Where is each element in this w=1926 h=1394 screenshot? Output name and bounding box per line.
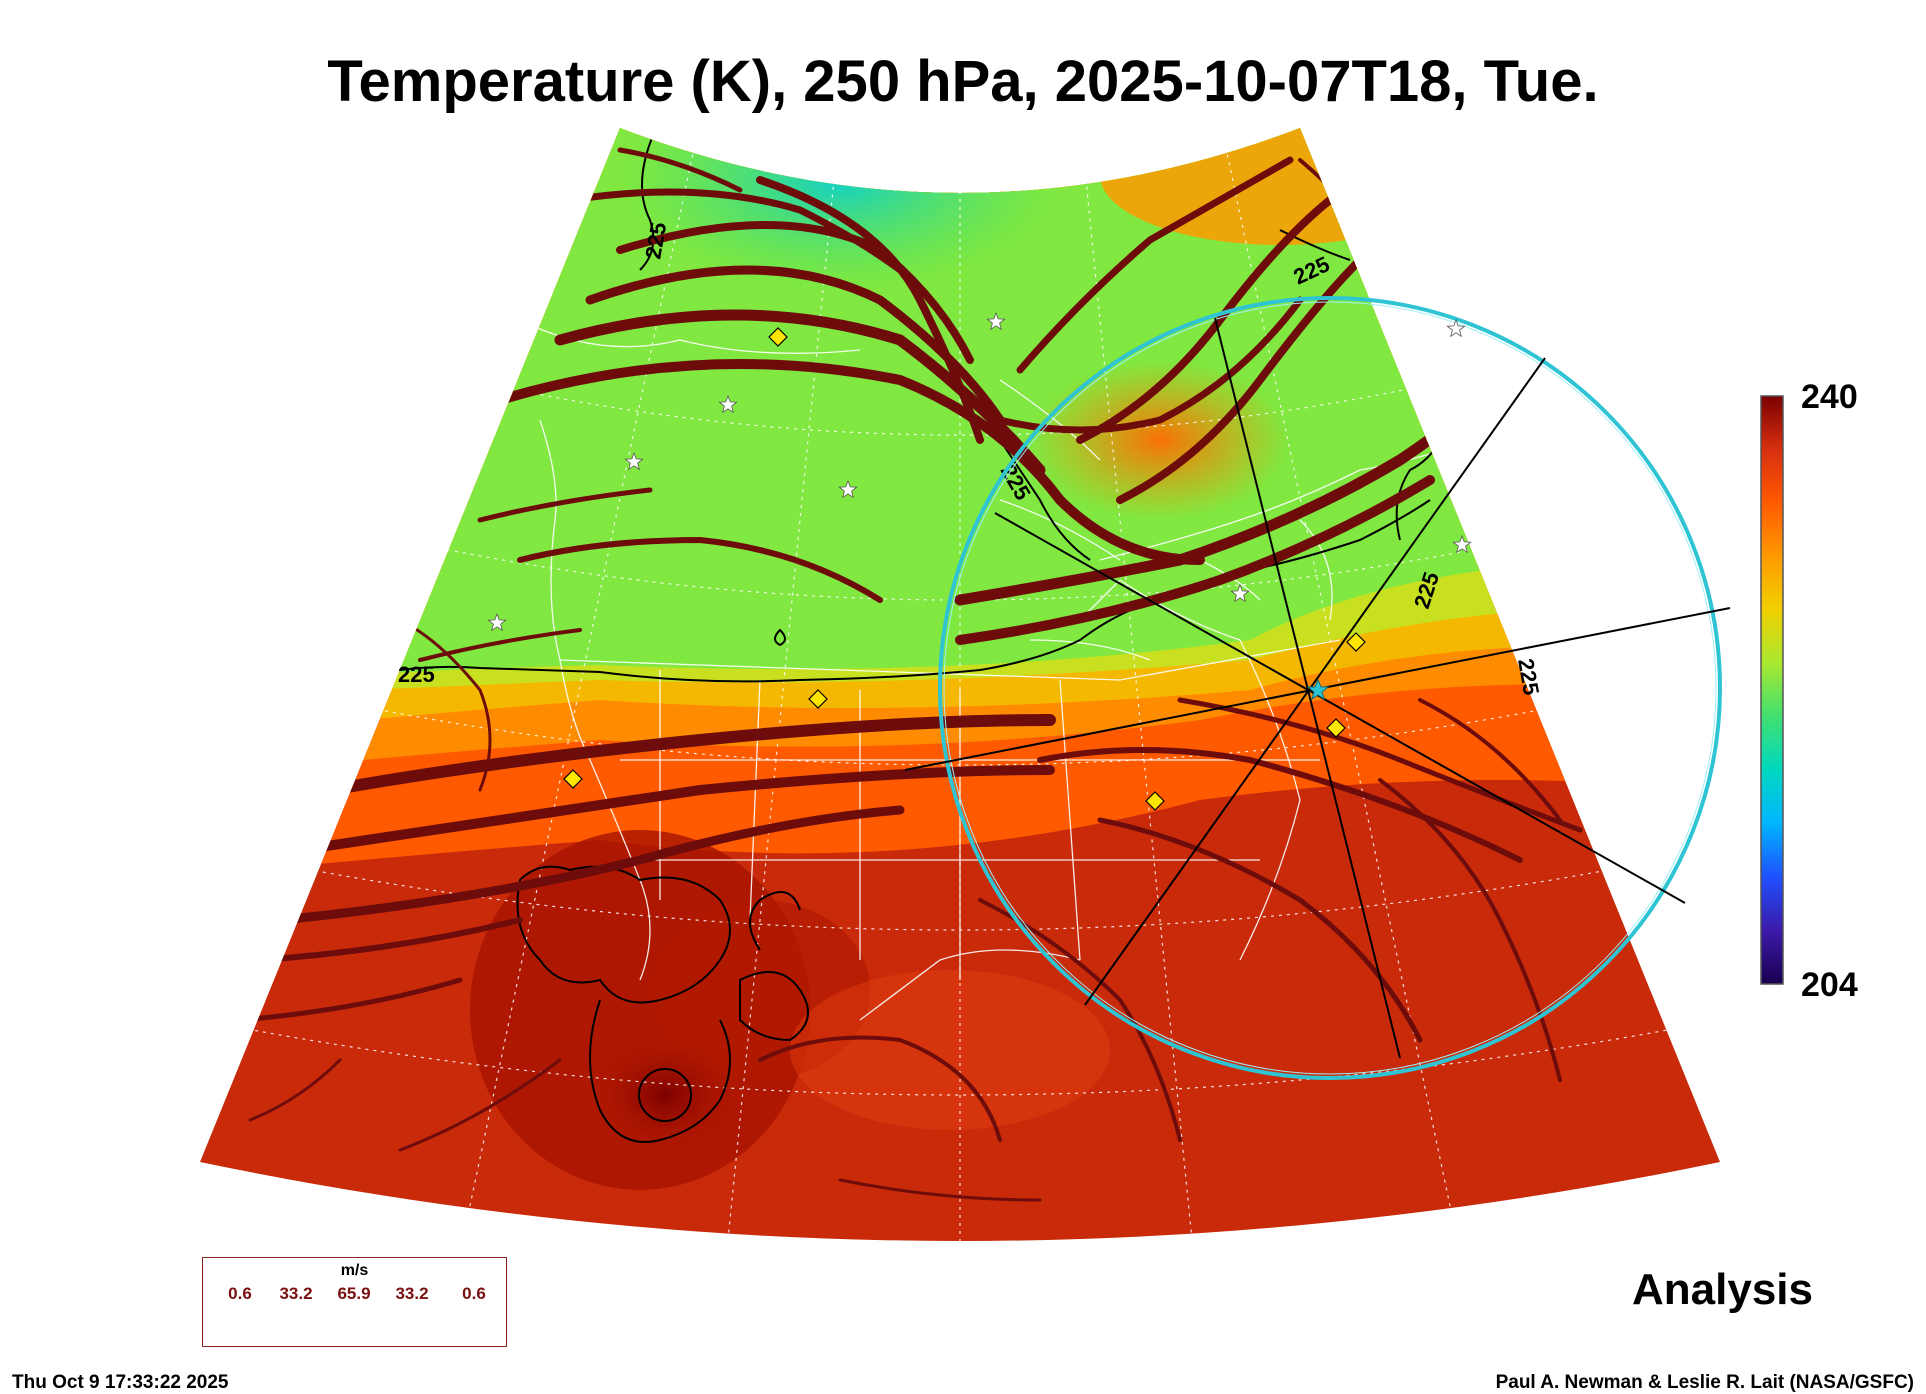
wind-legend-value: 0.6	[462, 1284, 486, 1303]
station-star-icon	[487, 612, 507, 632]
streamline	[1097, 817, 1423, 1043]
center-star-marker	[1306, 678, 1330, 701]
streamline	[1016, 156, 1294, 374]
streamline	[756, 176, 984, 444]
station-star-icon	[838, 479, 858, 499]
range-circle	[938, 296, 1722, 1080]
station-diamond-icon	[1326, 718, 1346, 738]
wind-legend-value: 0.6	[228, 1284, 252, 1303]
station-diamond-icon	[1346, 632, 1366, 652]
contour-label-group: 225 225 225 225 225 225	[398, 220, 1544, 697]
range-circle-inner	[943, 301, 1717, 1075]
station-markers	[487, 311, 1472, 811]
timestamp: Thu Oct 9 17:33:22 2025	[12, 1372, 229, 1393]
streamline	[275, 805, 905, 925]
streamline	[248, 1058, 342, 1122]
station-diamond-icon	[768, 327, 788, 347]
streamline	[495, 359, 1205, 565]
wind-legend-units: m/s	[340, 1262, 369, 1279]
station-star-icon	[1446, 318, 1466, 338]
streamline	[398, 1058, 562, 1152]
streamline	[517, 536, 883, 603]
station-diamond-icon	[563, 769, 583, 789]
trajectory-overlay	[904, 296, 1731, 1080]
streamline	[758, 1035, 1002, 1142]
streamline	[518, 158, 582, 202]
streamline	[1116, 256, 1364, 504]
streamline	[477, 487, 653, 523]
station-star-icon	[718, 394, 738, 414]
colorbar	[1760, 395, 1784, 985]
station-star-icon	[624, 451, 644, 471]
analysis-label: Analysis	[1632, 1265, 1813, 1314]
credit-line: Paul A. Newman & Leslie R. Lait (NASA/GS…	[1495, 1372, 1914, 1393]
wind-legend-value: 33.2	[395, 1284, 429, 1303]
streamline	[1378, 778, 1562, 1082]
streamline	[554, 309, 1046, 476]
station-star-icon	[1452, 534, 1472, 554]
streamline	[566, 188, 904, 274]
streamline	[1037, 747, 1523, 863]
streamline	[955, 475, 1435, 645]
streamline	[257, 917, 523, 963]
streamline	[324, 714, 1056, 796]
streamline	[617, 147, 743, 193]
wind-legend-value: 65.9	[337, 1284, 371, 1303]
streamline	[295, 765, 1055, 855]
colorbar-max-label: 240	[1801, 378, 1858, 416]
wind-speed-legend: m/s 0.6 33.2 65.9 33.2 0.6	[202, 1257, 507, 1347]
streamline	[585, 265, 1005, 425]
streamline	[398, 618, 492, 792]
streamline	[418, 628, 582, 662]
station-diamond-icon	[1145, 791, 1165, 811]
colorbar-gradient	[1760, 395, 1784, 985]
contour-label: 225	[398, 662, 435, 687]
temperature-field	[200, 128, 1720, 1241]
station-diamond-icon	[808, 689, 828, 709]
wind-legend-value: 33.2	[279, 1284, 313, 1303]
station-star-icon	[986, 311, 1006, 331]
streamline	[1177, 697, 1583, 833]
station-star-icon	[1230, 583, 1250, 603]
streamline	[838, 1178, 1042, 1202]
colorbar-min-label: 204	[1801, 966, 1858, 1004]
streamline	[1076, 196, 1334, 444]
wind-streamlines	[237, 147, 1583, 1202]
streamline	[237, 977, 463, 1023]
map-title: Temperature (K), 250 hPa, 2025-10-07T18,…	[327, 49, 1599, 114]
temperature-contours	[399, 128, 1581, 1143]
streamline	[1418, 698, 1562, 822]
streamline	[996, 296, 1304, 434]
